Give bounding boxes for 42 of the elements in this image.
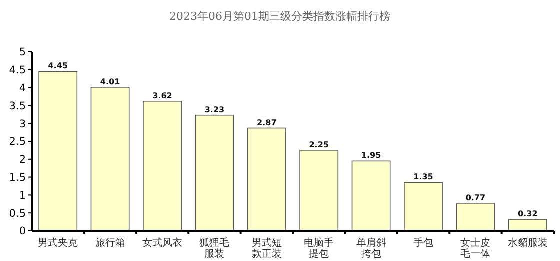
bar <box>38 71 78 232</box>
y-tick-label: 2 <box>19 154 26 166</box>
bar <box>508 219 548 232</box>
y-tick-label: 3 <box>19 118 26 130</box>
data-label: 4.45 <box>48 62 68 71</box>
bar <box>90 87 130 232</box>
x-tick-label: 电脑手提包 <box>304 237 334 260</box>
data-label: 4.01 <box>100 77 121 86</box>
data-label: 2.25 <box>309 140 330 150</box>
y-tick-label: 5 <box>19 46 26 59</box>
x-tick-label: 狐狸毛服装 <box>200 237 230 260</box>
bar <box>300 150 339 232</box>
y-tick-label: 1.5 <box>9 172 26 184</box>
y-tick-label: 4.5 <box>9 64 26 77</box>
data-label: 3.62 <box>152 91 172 100</box>
data-label: 1.95 <box>361 151 382 160</box>
y-tick-label: 3.5 <box>9 100 26 112</box>
bar <box>456 203 496 232</box>
bar <box>247 128 286 232</box>
y-tick-label: 0 <box>19 226 26 238</box>
x-tick-label: 女式风衣 <box>142 237 182 249</box>
data-label: 3.23 <box>204 105 225 114</box>
bar <box>352 160 391 232</box>
data-label: 0.77 <box>466 193 486 202</box>
data-label: 2.87 <box>257 118 277 128</box>
bar <box>404 182 443 232</box>
y-tick-label: 2.5 <box>9 136 26 148</box>
data-label: 1.35 <box>414 172 434 182</box>
x-tick-label: 男式夹克 <box>38 237 78 249</box>
x-tick-label: 手包 <box>414 237 434 249</box>
data-label: 0.32 <box>518 210 538 219</box>
bar <box>195 114 234 232</box>
x-tick-label: 女士皮毛一体 <box>460 237 491 260</box>
x-tick-label: 男式短款正装 <box>252 237 282 260</box>
y-tick-label: 0.5 <box>9 208 26 220</box>
x-tick-label: 单肩斜挎包 <box>356 237 386 260</box>
x-tick-label: 水貂服装 <box>508 237 548 249</box>
x-tick-label: 旅行箱 <box>95 237 126 249</box>
y-tick-label: 4 <box>19 82 26 94</box>
chart-title: 2023年06月第01期三级分类指数涨幅排行榜 <box>170 10 390 23</box>
bar <box>143 101 182 232</box>
y-tick-label: 1 <box>19 190 26 202</box>
